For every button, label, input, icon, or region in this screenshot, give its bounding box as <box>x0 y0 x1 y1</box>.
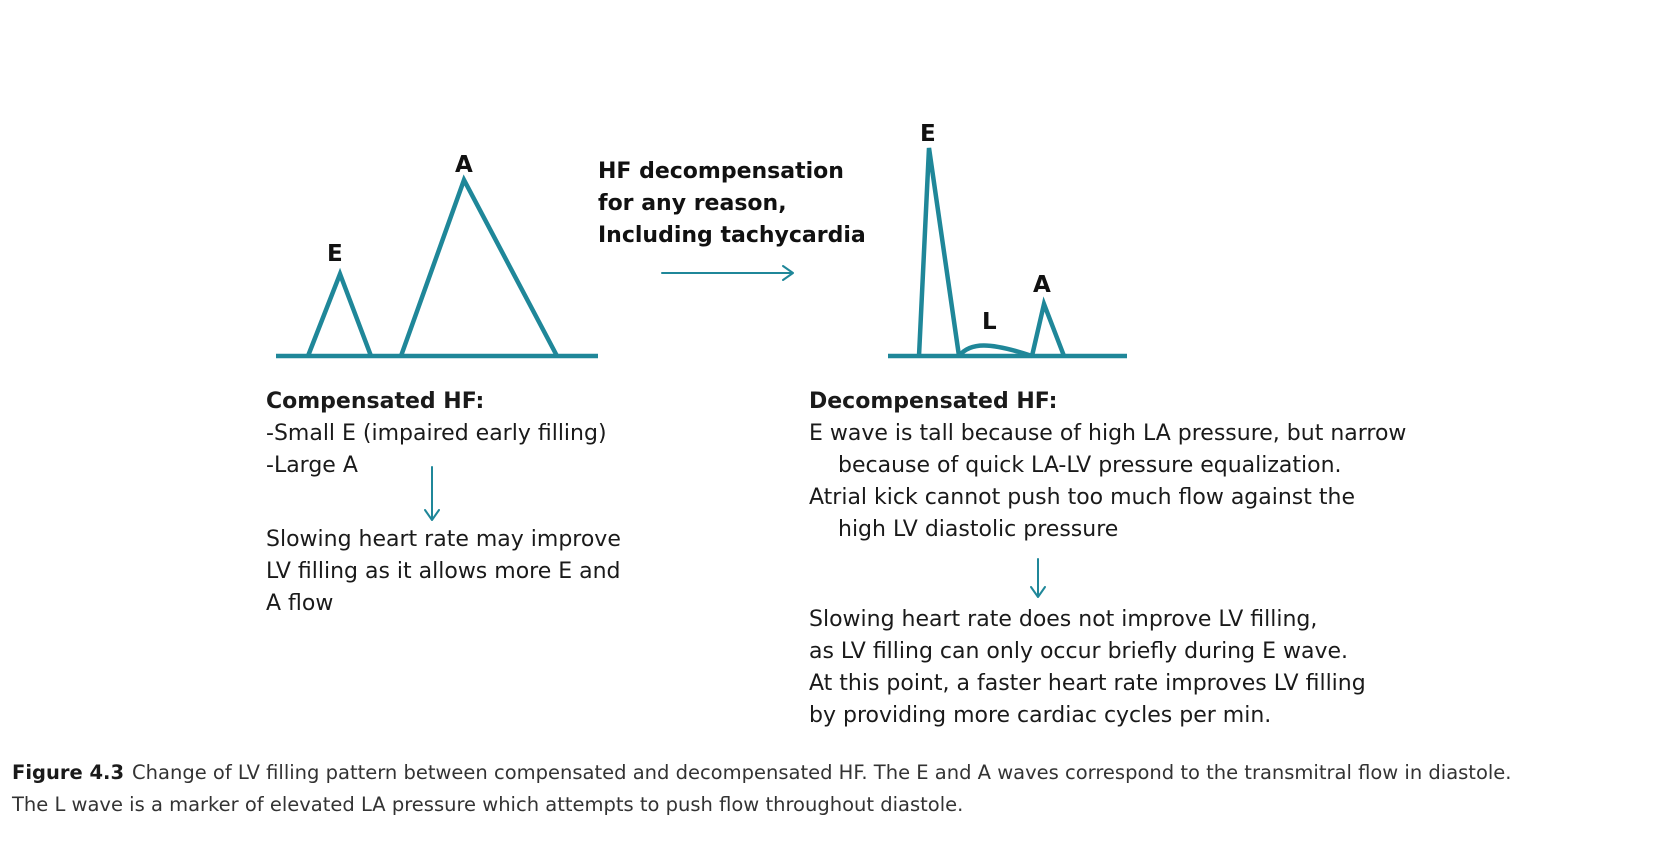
decompensated-point: E wave is tall because of high LA pressu… <box>809 421 1407 446</box>
compensated-a-label: A <box>455 152 473 178</box>
decompensated-l-wave <box>957 343 1033 359</box>
figure-label: Figure 4.3 <box>12 761 125 784</box>
transition-arrow <box>661 265 794 281</box>
decompensated-point: because of quick LA-LV pressure equaliza… <box>838 453 1342 478</box>
compensated-result-line: LV filling as it allows more E and <box>266 559 621 584</box>
transition-line: for any reason, <box>598 191 787 216</box>
caption-line: The L wave is a marker of elevated LA pr… <box>12 793 964 816</box>
caption-text: Change of LV filling pattern between com… <box>132 761 1512 784</box>
decompensated-waveform: E L A <box>888 121 1127 359</box>
compensated-point: -Large A <box>266 453 358 478</box>
compensated-result-line: A flow <box>266 591 334 616</box>
caption-line: Figure 4.3 Change of LV filling pattern b… <box>12 757 1512 789</box>
decompensated-result-line: by providing more cardiac cycles per min… <box>809 703 1272 728</box>
decompensated-l-label: L <box>982 309 997 335</box>
decompensated-result-line: At this point, a faster heart rate impro… <box>809 671 1366 696</box>
compensated-e-label: E <box>327 241 343 267</box>
decompensated-a-label: A <box>1033 272 1051 298</box>
decompensated-description: Decompensated HF: E wave is tall because… <box>809 386 1406 546</box>
decompensated-heading: Decompensated HF: <box>809 389 1058 414</box>
compensated-result-line: Slowing heart rate may improve <box>266 527 621 552</box>
transition-text: HF decompensation for any reason, Includ… <box>598 156 866 252</box>
transition-line: HF decompensation <box>598 159 844 184</box>
decompensated-result-line: Slowing heart rate does not improve LV f… <box>809 607 1318 632</box>
compensated-waveform: E A <box>276 152 598 359</box>
compensated-result: Slowing heart rate may improve LV fillin… <box>266 524 621 620</box>
compensated-down-arrow <box>424 466 440 521</box>
decompensated-point: high LV diastolic pressure <box>838 517 1119 542</box>
compensated-e-wave <box>305 267 374 357</box>
decompensated-down-arrow <box>1030 558 1046 598</box>
decompensated-point: Atrial kick cannot push too much flow ag… <box>809 485 1355 510</box>
decompensated-e-label: E <box>920 121 936 147</box>
figure-caption: Figure 4.3 Change of LV filling pattern b… <box>12 757 1512 821</box>
compensated-heading: Compensated HF: <box>266 389 485 414</box>
decompensated-a-wave <box>1029 296 1067 357</box>
decompensated-result: Slowing heart rate does not improve LV f… <box>809 604 1366 732</box>
transition-line: Including tachycardia <box>598 223 866 248</box>
compensated-point: -Small E (impaired early filling) <box>266 421 607 446</box>
decompensated-result-line: as LV filling can only occur briefly dur… <box>809 639 1348 664</box>
decompensated-e-wave <box>916 147 962 357</box>
compensated-a-wave <box>398 174 559 358</box>
compensated-description: Compensated HF: -Small E (impaired early… <box>266 386 607 482</box>
